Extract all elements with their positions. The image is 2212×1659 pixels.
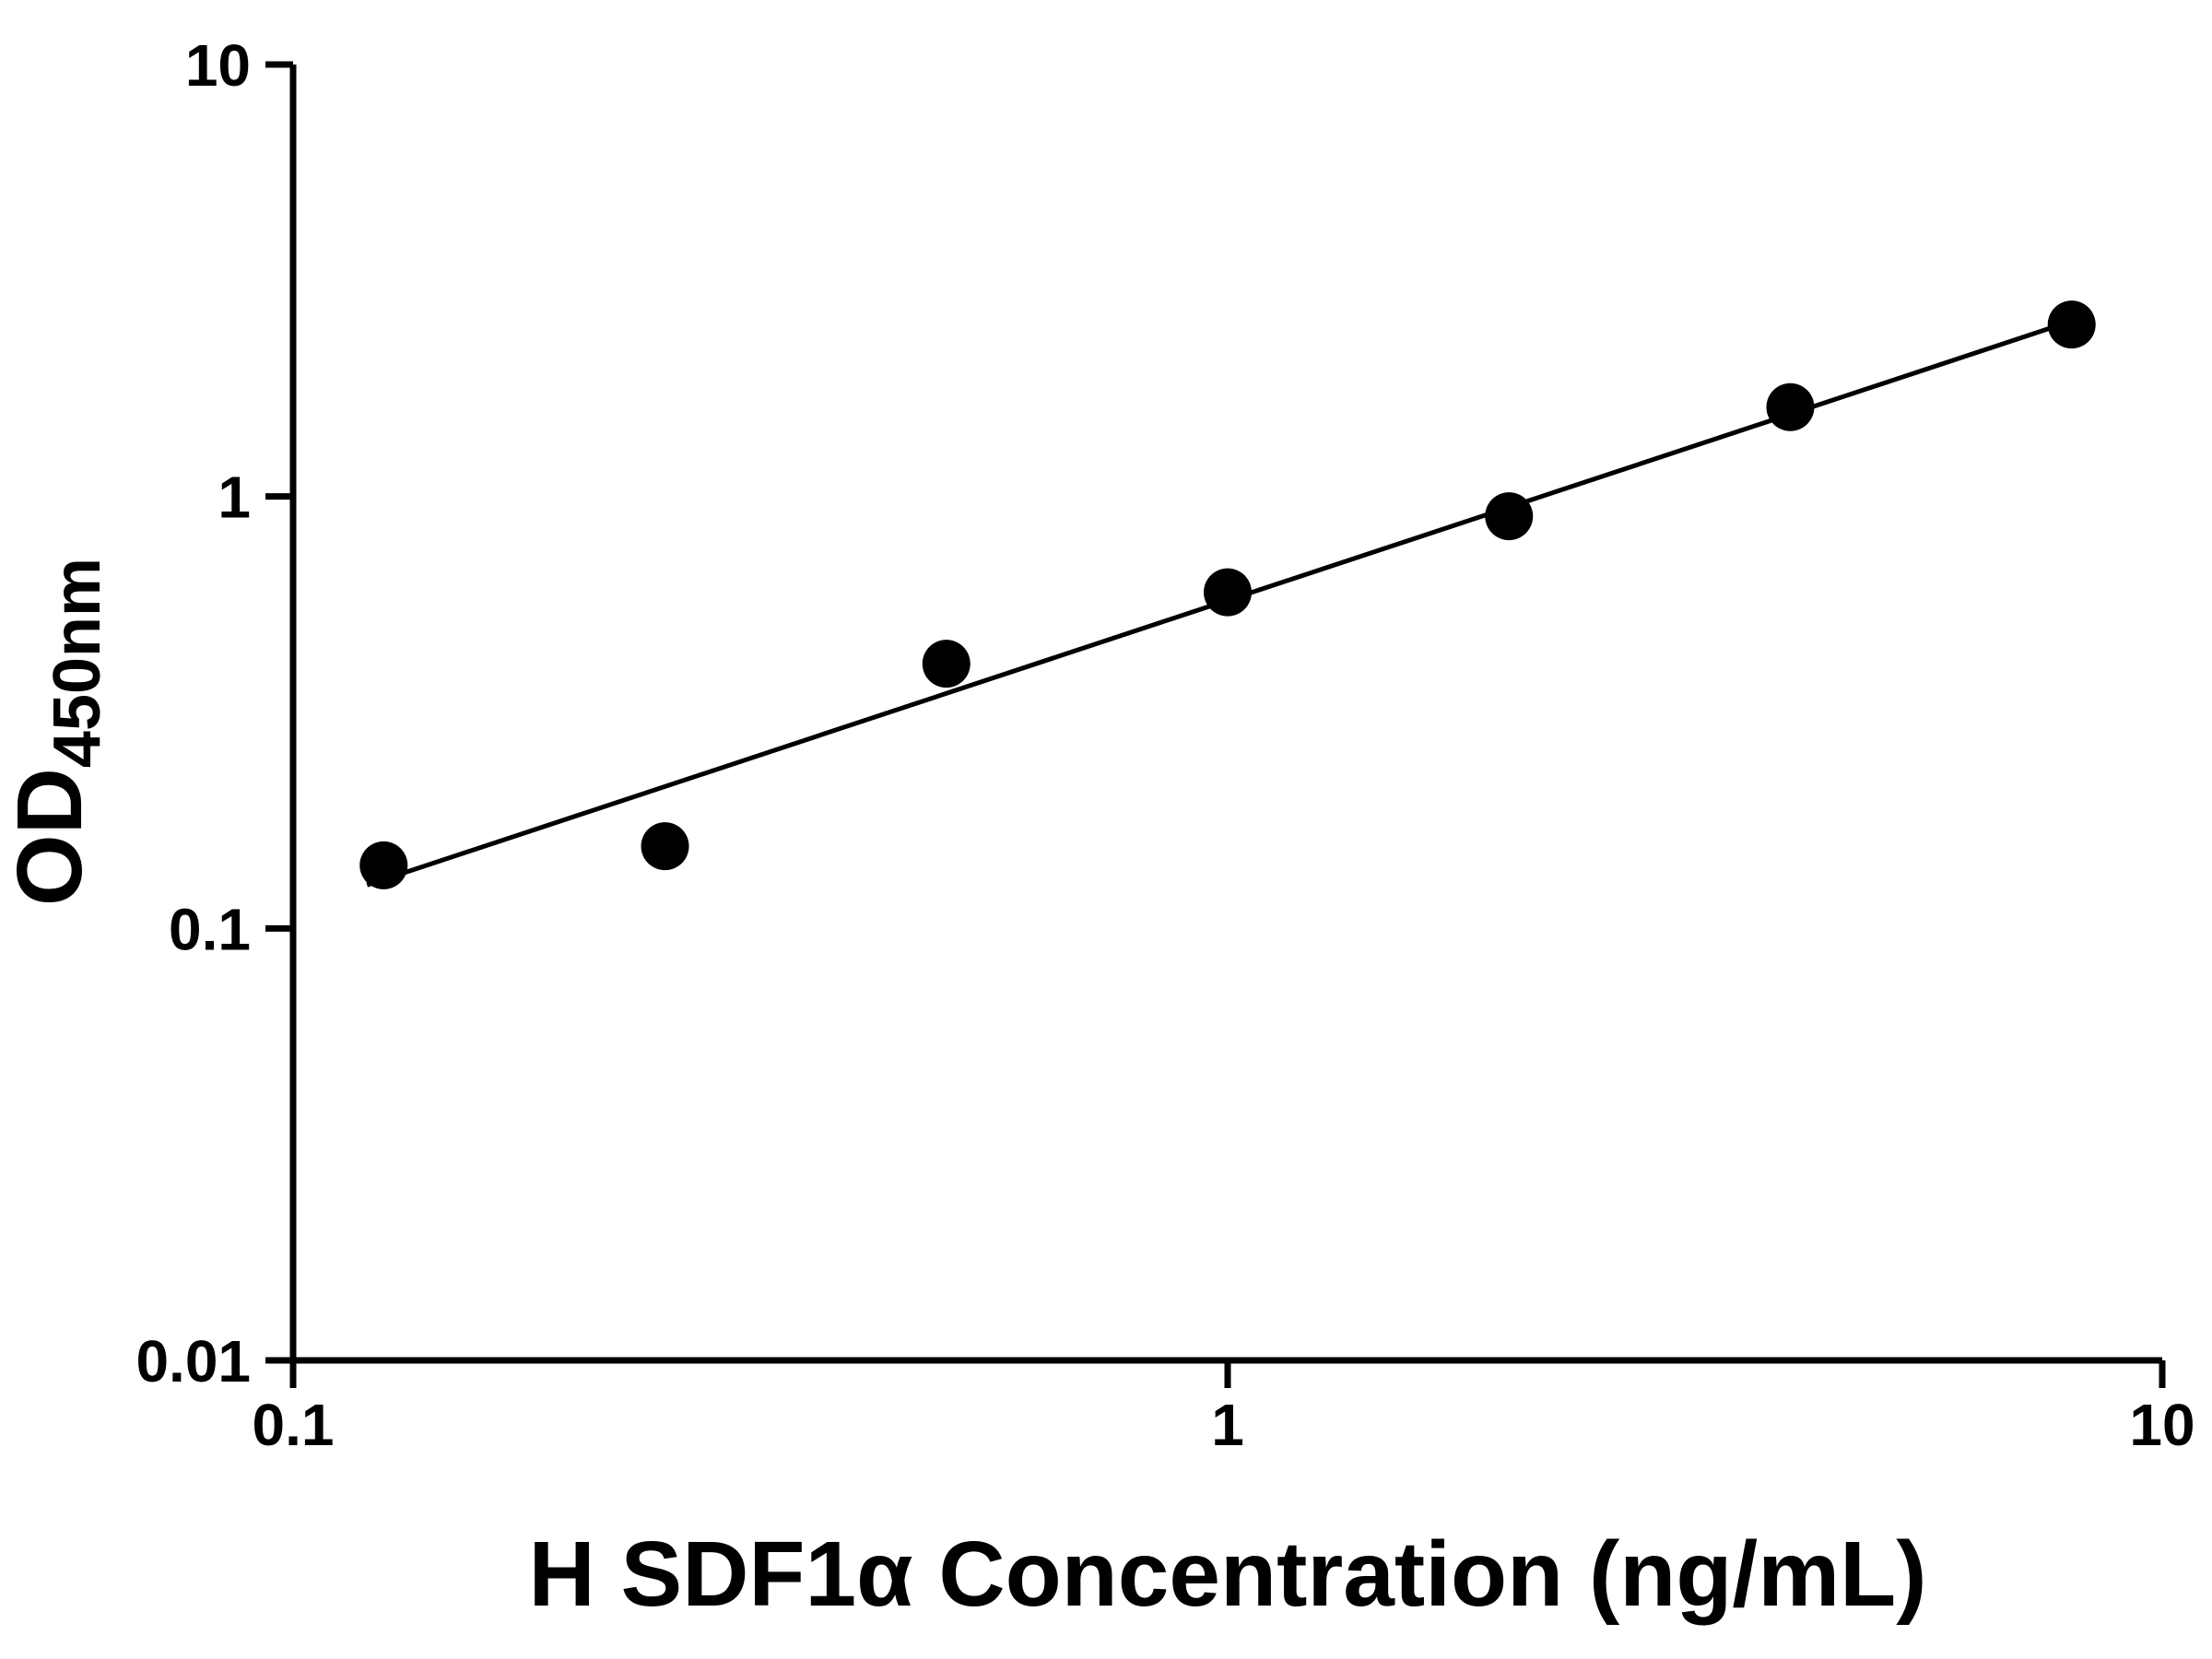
y-tick-label: 10 xyxy=(185,32,251,99)
x-axis-title: H SDF1α Concentration (ng/mL) xyxy=(529,1523,1927,1626)
y-axis-title-subscript: 450nm xyxy=(41,558,114,768)
data-point xyxy=(1766,382,1815,431)
x-tick-label: 0.1 xyxy=(253,1392,335,1458)
y-tick-label: 0.01 xyxy=(135,1328,251,1394)
x-tick-label: 10 xyxy=(2129,1392,2194,1458)
data-point xyxy=(641,822,689,871)
y-tick-label: 0.1 xyxy=(169,896,251,962)
data-point xyxy=(922,640,971,688)
data-point xyxy=(1485,492,1534,541)
data-point xyxy=(2047,300,2096,349)
y-tick-label: 1 xyxy=(218,465,251,531)
data-point xyxy=(359,841,408,889)
y-axis-title: OD450nm xyxy=(0,558,114,906)
data-point xyxy=(1204,568,1252,617)
y-axis-title-main: OD xyxy=(0,768,101,906)
x-tick-label: 1 xyxy=(1211,1392,1244,1458)
